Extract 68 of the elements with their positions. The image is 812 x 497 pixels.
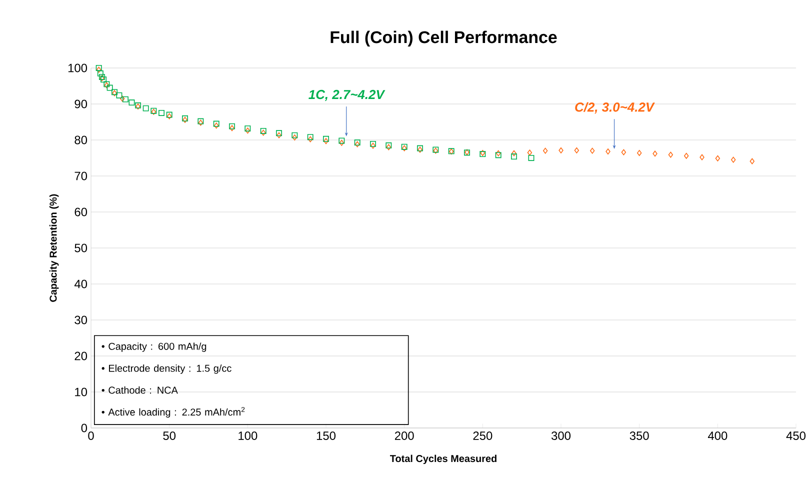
point: [100, 76, 107, 82]
y-tick-label: 40: [74, 280, 88, 288]
x-tick-label: 300: [551, 432, 571, 440]
point: [292, 132, 298, 138]
y-tick-label: 30: [74, 316, 88, 324]
point: [527, 150, 532, 156]
point: [120, 96, 125, 102]
point: [750, 158, 754, 164]
point: [245, 128, 250, 134]
y-tick-label: 80: [74, 136, 88, 144]
point: [323, 136, 329, 142]
point: [528, 154, 534, 161]
point: [621, 149, 626, 156]
y-tick-label: 20: [74, 352, 88, 360]
x-tick-label: 450: [786, 432, 806, 440]
point: [715, 155, 720, 162]
point: [590, 148, 595, 154]
y-tick-label: 90: [74, 100, 88, 108]
point: [324, 138, 328, 144]
point: [244, 125, 251, 132]
x-tick-label: 0: [88, 432, 94, 440]
point: [543, 148, 548, 154]
point: [668, 152, 674, 158]
annotation: • Cathode : NCA: [102, 386, 178, 394]
annotation: C/2, 3.0~4.2V: [575, 102, 655, 114]
point: [128, 100, 135, 106]
x-tick-label: 200: [394, 432, 414, 440]
x-tick-label: 100: [238, 432, 258, 440]
x-tick-label: 150: [316, 432, 336, 440]
point: [652, 150, 658, 157]
point: [684, 152, 689, 159]
annotation: • Capacity : 600 mAh/g: [102, 342, 206, 352]
x-tick-label: 350: [630, 432, 649, 440]
y-tick-label: 10: [75, 388, 88, 396]
y-tick-label: 60: [74, 208, 88, 216]
y-axis-title: Capacity Retention (%): [49, 194, 59, 302]
point: [574, 147, 580, 154]
point: [606, 148, 610, 154]
y-tick-label: 0: [81, 424, 88, 432]
point: [700, 154, 704, 160]
x-axis-title: Total Cycles Measured: [390, 454, 496, 464]
x-tick-label: 250: [473, 432, 492, 440]
point: [97, 70, 104, 76]
point: [307, 134, 314, 140]
annotation: • Electrode density : 1.5 g/cc: [102, 364, 232, 374]
point: [731, 156, 736, 163]
x-tick-label: 50: [163, 432, 176, 440]
point: [637, 150, 642, 156]
y-tick-label: 100: [68, 64, 88, 72]
point: [122, 96, 128, 102]
point: [96, 64, 102, 71]
point: [558, 147, 564, 154]
point: [512, 150, 516, 156]
point: [116, 92, 122, 98]
x-tick-label: 400: [708, 432, 728, 440]
y-tick-label: 70: [74, 172, 88, 180]
point: [276, 130, 282, 136]
annotation: • Active loading : 2.25 mAh/cm$^{2}$: [102, 407, 245, 418]
y-tick-label: 50: [74, 244, 88, 252]
annotation: 1C, 2.7~4.2V: [308, 90, 386, 101]
chart-title: Full (Coin) Cell Performance: [330, 30, 557, 47]
point: [142, 105, 149, 112]
point: [106, 84, 113, 91]
point: [260, 128, 266, 134]
point: [354, 140, 360, 146]
point: [511, 154, 517, 160]
point: [338, 138, 345, 144]
point: [158, 110, 164, 116]
